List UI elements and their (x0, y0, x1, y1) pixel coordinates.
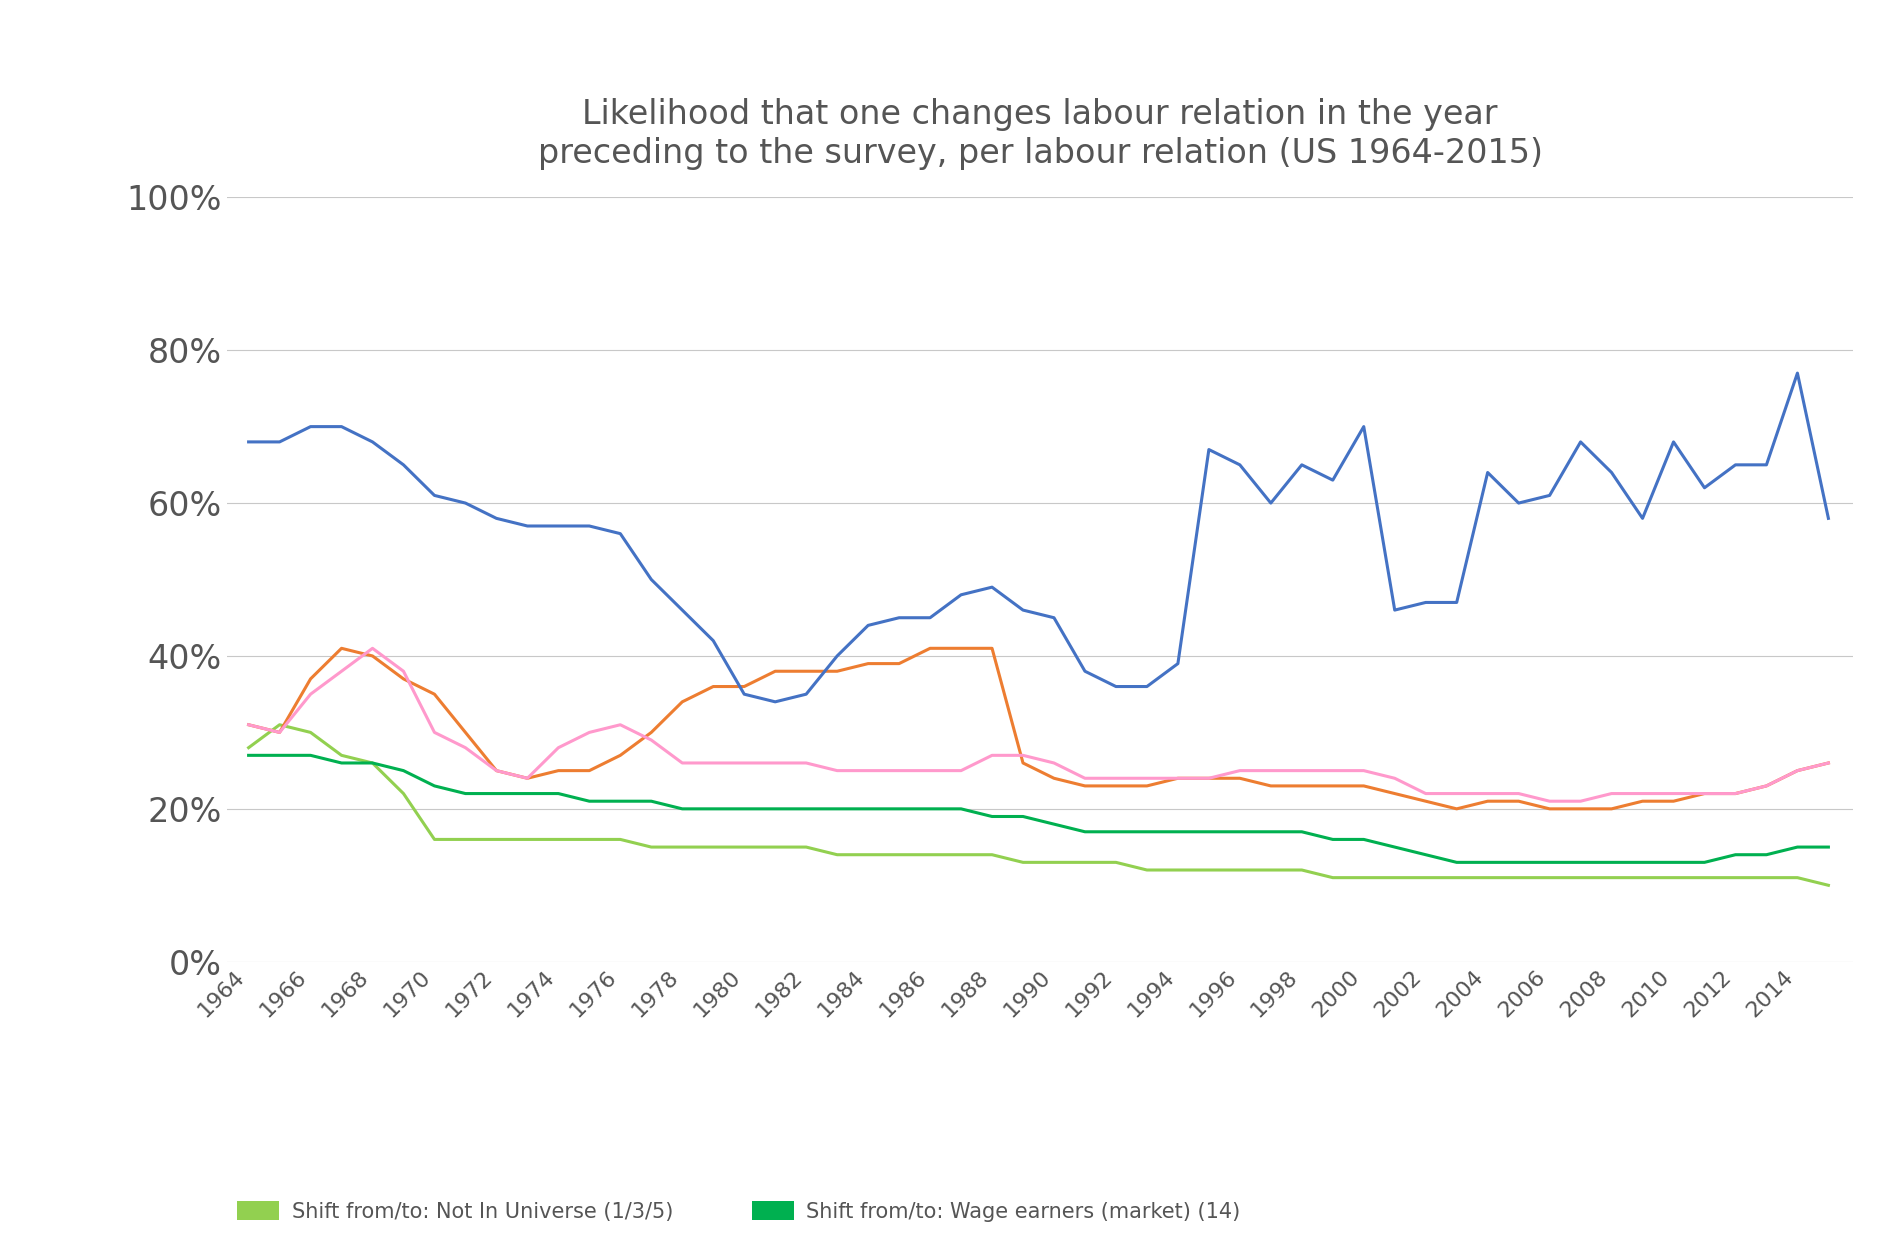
Shift from/to: Wage earners (market) (14): (2e+03, 0.17): Wage earners (market) (14): (2e+03, 0.17… (1259, 825, 1282, 840)
Shift from/to: Wage earners (non market) (18): (2.01e+03, 0.21): Wage earners (non market) (18): (2.01e+0… (1537, 794, 1560, 809)
Shift from/to: Not In Universe (1/3/5): (1.96e+03, 0.31): Not In Universe (1/3/5): (1.96e+03, 0.31… (269, 718, 291, 732)
Shift from/to: Wage earners (market) (14): (1.99e+03, 0.19): Wage earners (market) (14): (1.99e+03, 0… (981, 809, 1004, 824)
Shift from/to: Wage earners (market) (14): (2.01e+03, 0.14): Wage earners (market) (14): (2.01e+03, 0… (1725, 847, 1747, 862)
Line: Shift from/to: Not In Universe (1/3/5): Shift from/to: Not In Universe (1/3/5) (248, 725, 1829, 885)
Shift from/to: Unpaid family worker (12b): (2.02e+03, 0.58): Unpaid family worker (12b): (2.02e+03, 0… (1817, 510, 1840, 525)
Shift from/to: Unpaid family worker (12b): (1.99e+03, 0.46): Unpaid family worker (12b): (1.99e+03, 0… (1012, 603, 1034, 618)
Line: Shift from/to: Wage earners (non market) (18): Shift from/to: Wage earners (non market)… (248, 649, 1829, 801)
Shift from/to: Self-employed (12a/13): (1.98e+03, 0.38): Self-employed (12a/13): (1.98e+03, 0.38) (826, 663, 849, 678)
Shift from/to: Not In Universe (1/3/5): (2e+03, 0.12): Not In Universe (1/3/5): (2e+03, 0.12) (1290, 863, 1312, 878)
Shift from/to: Unpaid family worker (12b): (1.96e+03, 0.68): Unpaid family worker (12b): (1.96e+03, 0… (236, 434, 259, 449)
Shift from/to: Wage earners (non market) (18): (1.97e+03, 0.38): Wage earners (non market) (18): (1.97e+0… (391, 663, 414, 678)
Shift from/to: Unpaid family worker (12b): (2e+03, 0.65): Unpaid family worker (12b): (2e+03, 0.65… (1229, 457, 1252, 472)
Shift from/to: Not In Universe (1/3/5): (1.97e+03, 0.22): Not In Universe (1/3/5): (1.97e+03, 0.22… (391, 787, 414, 801)
Shift from/to: Self-employed (12a/13): (2e+03, 0.2): Self-employed (12a/13): (2e+03, 0.2) (1445, 801, 1467, 816)
Shift from/to: Not In Universe (1/3/5): (2.02e+03, 0.1): Not In Universe (1/3/5): (2.02e+03, 0.1) (1817, 878, 1840, 893)
Shift from/to: Wage earners (non market) (18): (1.99e+03, 0.27): Wage earners (non market) (18): (1.99e+0… (1012, 748, 1034, 763)
Shift from/to: Wage earners (non market) (18): (2e+03, 0.25): Wage earners (non market) (18): (2e+03, … (1229, 763, 1252, 778)
Line: Shift from/to: Unpaid family worker (12b): Shift from/to: Unpaid family worker (12b… (248, 374, 1829, 702)
Shift from/to: Unpaid family worker (12b): (1.97e+03, 0.68): Unpaid family worker (12b): (1.97e+03, 0… (361, 434, 384, 449)
Shift from/to: Self-employed (12a/13): (2.02e+03, 0.26): Self-employed (12a/13): (2.02e+03, 0.26) (1817, 756, 1840, 771)
Title: Likelihood that one changes labour relation in the year
preceding to the survey,: Likelihood that one changes labour relat… (537, 99, 1543, 170)
Shift from/to: Wage earners (non market) (18): (1.97e+03, 0.41): Wage earners (non market) (18): (1.97e+0… (361, 641, 384, 656)
Shift from/to: Wage earners (non market) (18): (2e+03, 0.25): Wage earners (non market) (18): (2e+03, … (1290, 763, 1312, 778)
Shift from/to: Self-employed (12a/13): (2e+03, 0.23): Self-employed (12a/13): (2e+03, 0.23) (1290, 778, 1312, 793)
Shift from/to: Wage earners (market) (14): (1.97e+03, 0.26): Wage earners (market) (14): (1.97e+03, 0… (361, 756, 384, 771)
Shift from/to: Self-employed (12a/13): (1.99e+03, 0.23): Self-employed (12a/13): (1.99e+03, 0.23) (1104, 778, 1127, 793)
Shift from/to: Wage earners (market) (14): (2e+03, 0.17): Wage earners (market) (14): (2e+03, 0.17… (1197, 825, 1220, 840)
Line: Shift from/to: Self-employed (12a/13): Shift from/to: Self-employed (12a/13) (248, 649, 1829, 809)
Shift from/to: Wage earners (non market) (18): (2.02e+03, 0.26): Wage earners (non market) (18): (2.02e+0… (1817, 756, 1840, 771)
Shift from/to: Unpaid family worker (12b): (1.98e+03, 0.4): Unpaid family worker (12b): (1.98e+03, 0… (826, 649, 849, 663)
Shift from/to: Unpaid family worker (12b): (2e+03, 0.65): Unpaid family worker (12b): (2e+03, 0.65… (1290, 457, 1312, 472)
Shift from/to: Unpaid family worker (12b): (2.01e+03, 0.77): Unpaid family worker (12b): (2.01e+03, 0… (1787, 366, 1810, 381)
Line: Shift from/to: Wage earners (market) (14): Shift from/to: Wage earners (market) (14… (248, 756, 1829, 862)
Shift from/to: Not In Universe (1/3/5): (2e+03, 0.12): Not In Universe (1/3/5): (2e+03, 0.12) (1229, 863, 1252, 878)
Shift from/to: Wage earners (market) (14): (2e+03, 0.13): Wage earners (market) (14): (2e+03, 0.13… (1445, 854, 1467, 869)
Shift from/to: Not In Universe (1/3/5): (2.01e+03, 0.11): Not In Universe (1/3/5): (2.01e+03, 0.11… (1725, 870, 1747, 885)
Shift from/to: Unpaid family worker (12b): (1.98e+03, 0.34): Unpaid family worker (12b): (1.98e+03, 0… (764, 694, 787, 709)
Shift from/to: Self-employed (12a/13): (1.96e+03, 0.31): Self-employed (12a/13): (1.96e+03, 0.31) (236, 718, 259, 732)
Legend: Shift from/to: Not In Universe (1/3/5), Shift from/to: Self-employed (12a/13), S: Shift from/to: Not In Universe (1/3/5), … (238, 1201, 1286, 1233)
Shift from/to: Self-employed (12a/13): (1.97e+03, 0.41): Self-employed (12a/13): (1.97e+03, 0.41) (331, 641, 354, 656)
Shift from/to: Wage earners (non market) (18): (1.98e+03, 0.25): Wage earners (non market) (18): (1.98e+0… (826, 763, 849, 778)
Shift from/to: Not In Universe (1/3/5): (1.96e+03, 0.28): Not In Universe (1/3/5): (1.96e+03, 0.28… (236, 740, 259, 755)
Shift from/to: Self-employed (12a/13): (1.99e+03, 0.26): Self-employed (12a/13): (1.99e+03, 0.26) (1012, 756, 1034, 771)
Shift from/to: Wage earners (non market) (18): (1.99e+03, 0.24): Wage earners (non market) (18): (1.99e+0… (1104, 771, 1127, 785)
Shift from/to: Self-employed (12a/13): (1.97e+03, 0.37): Self-employed (12a/13): (1.97e+03, 0.37) (391, 672, 414, 687)
Shift from/to: Self-employed (12a/13): (2e+03, 0.24): Self-employed (12a/13): (2e+03, 0.24) (1229, 771, 1252, 785)
Shift from/to: Wage earners (market) (14): (1.98e+03, 0.2): Wage earners (market) (14): (1.98e+03, 0… (794, 801, 817, 816)
Shift from/to: Wage earners (market) (14): (1.96e+03, 0.27): Wage earners (market) (14): (1.96e+03, 0… (236, 748, 259, 763)
Shift from/to: Not In Universe (1/3/5): (1.99e+03, 0.13): Not In Universe (1/3/5): (1.99e+03, 0.13… (1012, 854, 1034, 869)
Shift from/to: Wage earners (market) (14): (2.02e+03, 0.15): Wage earners (market) (14): (2.02e+03, 0… (1817, 840, 1840, 854)
Shift from/to: Unpaid family worker (12b): (1.99e+03, 0.36): Unpaid family worker (12b): (1.99e+03, 0… (1104, 679, 1127, 694)
Shift from/to: Not In Universe (1/3/5): (1.98e+03, 0.14): Not In Universe (1/3/5): (1.98e+03, 0.14… (826, 847, 849, 862)
Shift from/to: Wage earners (non market) (18): (1.96e+03, 0.31): Wage earners (non market) (18): (1.96e+0… (236, 718, 259, 732)
